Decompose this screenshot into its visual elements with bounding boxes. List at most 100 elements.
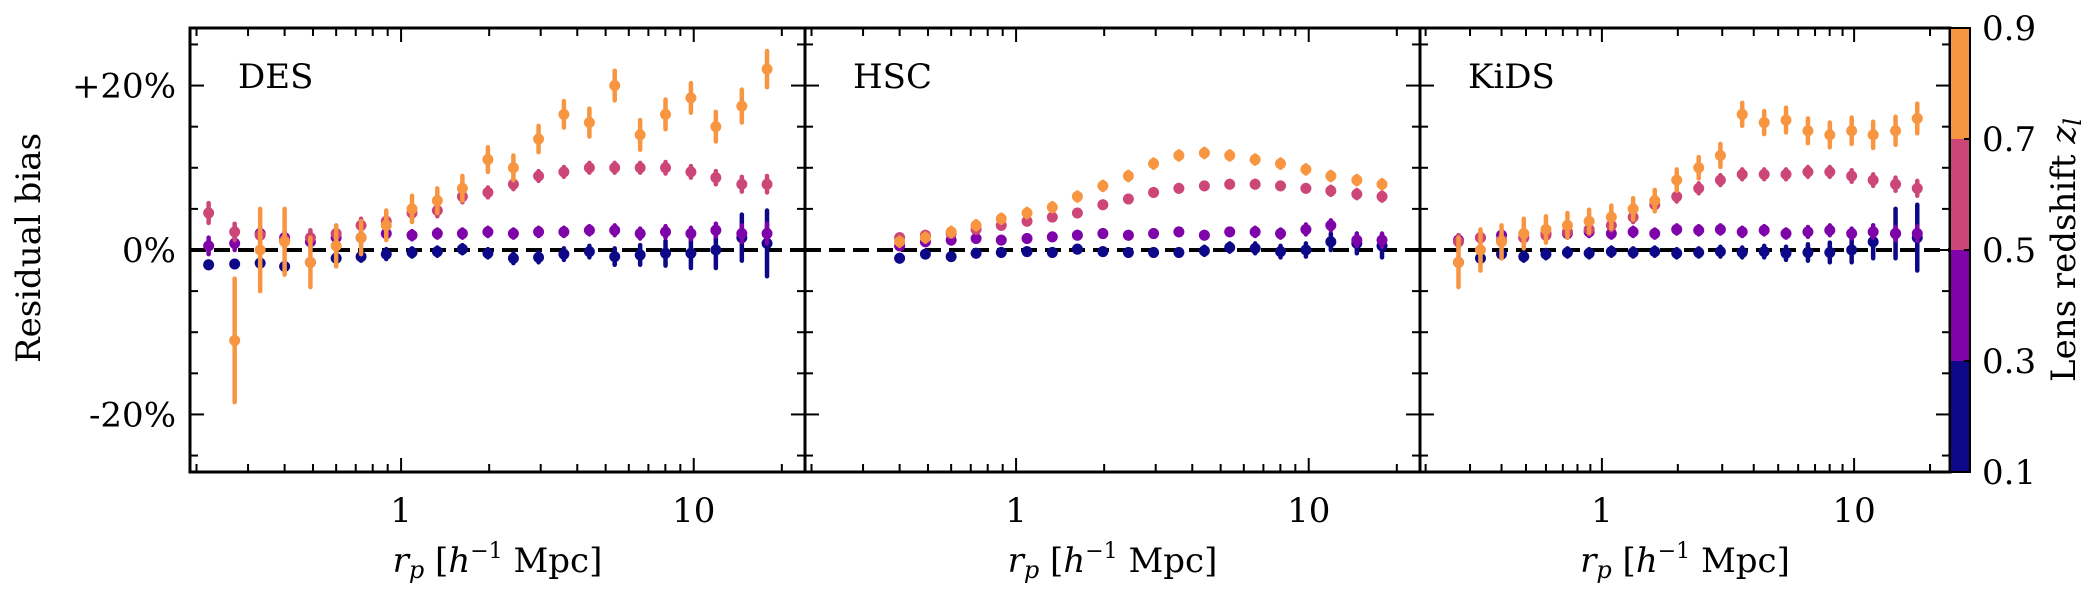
series-bin-1 (894, 218, 1388, 252)
data-point (660, 226, 672, 238)
colorbar-bin (1950, 250, 1970, 361)
data-point (1122, 170, 1134, 182)
data-point (507, 162, 519, 174)
data-point (1300, 182, 1312, 194)
data-point (1627, 246, 1639, 258)
data-point (431, 246, 443, 258)
colorbar-tick-label: 0.9 (1982, 9, 2036, 49)
data-point (1122, 193, 1134, 205)
data-point (1911, 182, 1923, 194)
data-point (1376, 178, 1388, 190)
data-point (507, 178, 519, 190)
data-point (970, 232, 982, 244)
data-point (583, 246, 595, 258)
data-point (1046, 231, 1058, 243)
data-point (1714, 223, 1726, 235)
data-point (1758, 224, 1770, 236)
x-tick-label: 10 (1832, 491, 1875, 531)
data-point (229, 258, 241, 270)
data-point (736, 178, 748, 190)
data-point (1071, 191, 1083, 203)
data-point (660, 247, 672, 259)
data-point (609, 162, 621, 174)
data-point (1046, 246, 1058, 258)
data-point (1846, 244, 1858, 256)
data-point (634, 162, 646, 174)
data-point (1846, 170, 1858, 182)
data-point (1071, 229, 1083, 241)
data-point (1148, 158, 1160, 170)
data-point (406, 246, 418, 258)
data-point (1605, 211, 1617, 223)
data-point (1224, 242, 1236, 254)
data-point (1300, 244, 1312, 256)
y-tick-label: -20% (89, 395, 176, 435)
data-point (1351, 174, 1363, 186)
data-point (685, 228, 697, 240)
data-point (1198, 229, 1210, 241)
data-point (1846, 228, 1858, 240)
data-point (1693, 246, 1705, 258)
data-point (919, 248, 931, 260)
data-point (355, 251, 367, 263)
data-point (634, 228, 646, 240)
panel-kids: KiDS 1 10 rp [h−1 Mpc] (1418, 26, 1952, 584)
x-tick-label: 1 (1005, 491, 1027, 531)
data-point (1173, 149, 1185, 161)
data-point (634, 249, 646, 261)
x-axis-label: rp [h−1 Mpc] (1580, 539, 1790, 584)
panel-title: DES (238, 57, 313, 97)
data-point (1627, 226, 1639, 238)
data-point (1021, 246, 1033, 258)
data-point (1173, 226, 1185, 238)
data-point (1627, 203, 1639, 215)
panel-hsc: HSC 1 10 rp [h−1 Mpc] (803, 26, 1422, 584)
colorbar-tick-label: 0.3 (1982, 342, 2036, 382)
data-point (1376, 191, 1388, 203)
y-axis-label: Residual bias (9, 133, 49, 363)
data-point (558, 166, 570, 178)
x-axis-label: rp [h−1 Mpc] (1008, 539, 1218, 584)
data-point (1693, 224, 1705, 236)
data-point (1021, 232, 1033, 244)
data-point (1198, 147, 1210, 159)
panel-des: DES 1 10 rp [h−1 Mpc] (188, 26, 807, 584)
data-point (761, 178, 773, 190)
data-point (894, 236, 906, 248)
data-point (229, 226, 241, 238)
data-point (736, 228, 748, 240)
x-tick-label: 10 (1287, 491, 1330, 531)
data-point (1518, 251, 1530, 263)
data-point (1148, 246, 1160, 258)
panel-title: KiDS (1468, 57, 1555, 97)
data-point (1249, 178, 1261, 190)
data-point (1097, 180, 1109, 192)
series-bin-3 (229, 48, 773, 405)
data-point (1867, 226, 1879, 238)
data-point (685, 92, 697, 104)
data-point (1605, 228, 1617, 240)
data-point (685, 166, 697, 178)
data-point (1758, 246, 1770, 258)
data-point (1890, 178, 1902, 190)
colorbar-bin (1950, 361, 1970, 472)
data-point (1046, 201, 1058, 213)
data-point (229, 334, 241, 346)
data-point (1824, 246, 1836, 258)
data-point (1824, 129, 1836, 141)
data-point (1275, 180, 1287, 192)
colorbar-tick-label: 0.7 (1982, 120, 2036, 160)
data-point (995, 234, 1007, 246)
data-point (1518, 228, 1530, 240)
data-point (507, 252, 519, 264)
colorbar-tick-label: 0.5 (1982, 231, 2036, 271)
data-point (482, 247, 494, 259)
data-point (533, 170, 545, 182)
data-point (254, 244, 266, 256)
data-point (1561, 219, 1573, 231)
x-axis-label: rp [h−1 Mpc] (393, 539, 603, 584)
data-point (583, 224, 595, 236)
data-point (1671, 191, 1683, 203)
data-point (1198, 245, 1210, 257)
data-point (1376, 234, 1388, 246)
